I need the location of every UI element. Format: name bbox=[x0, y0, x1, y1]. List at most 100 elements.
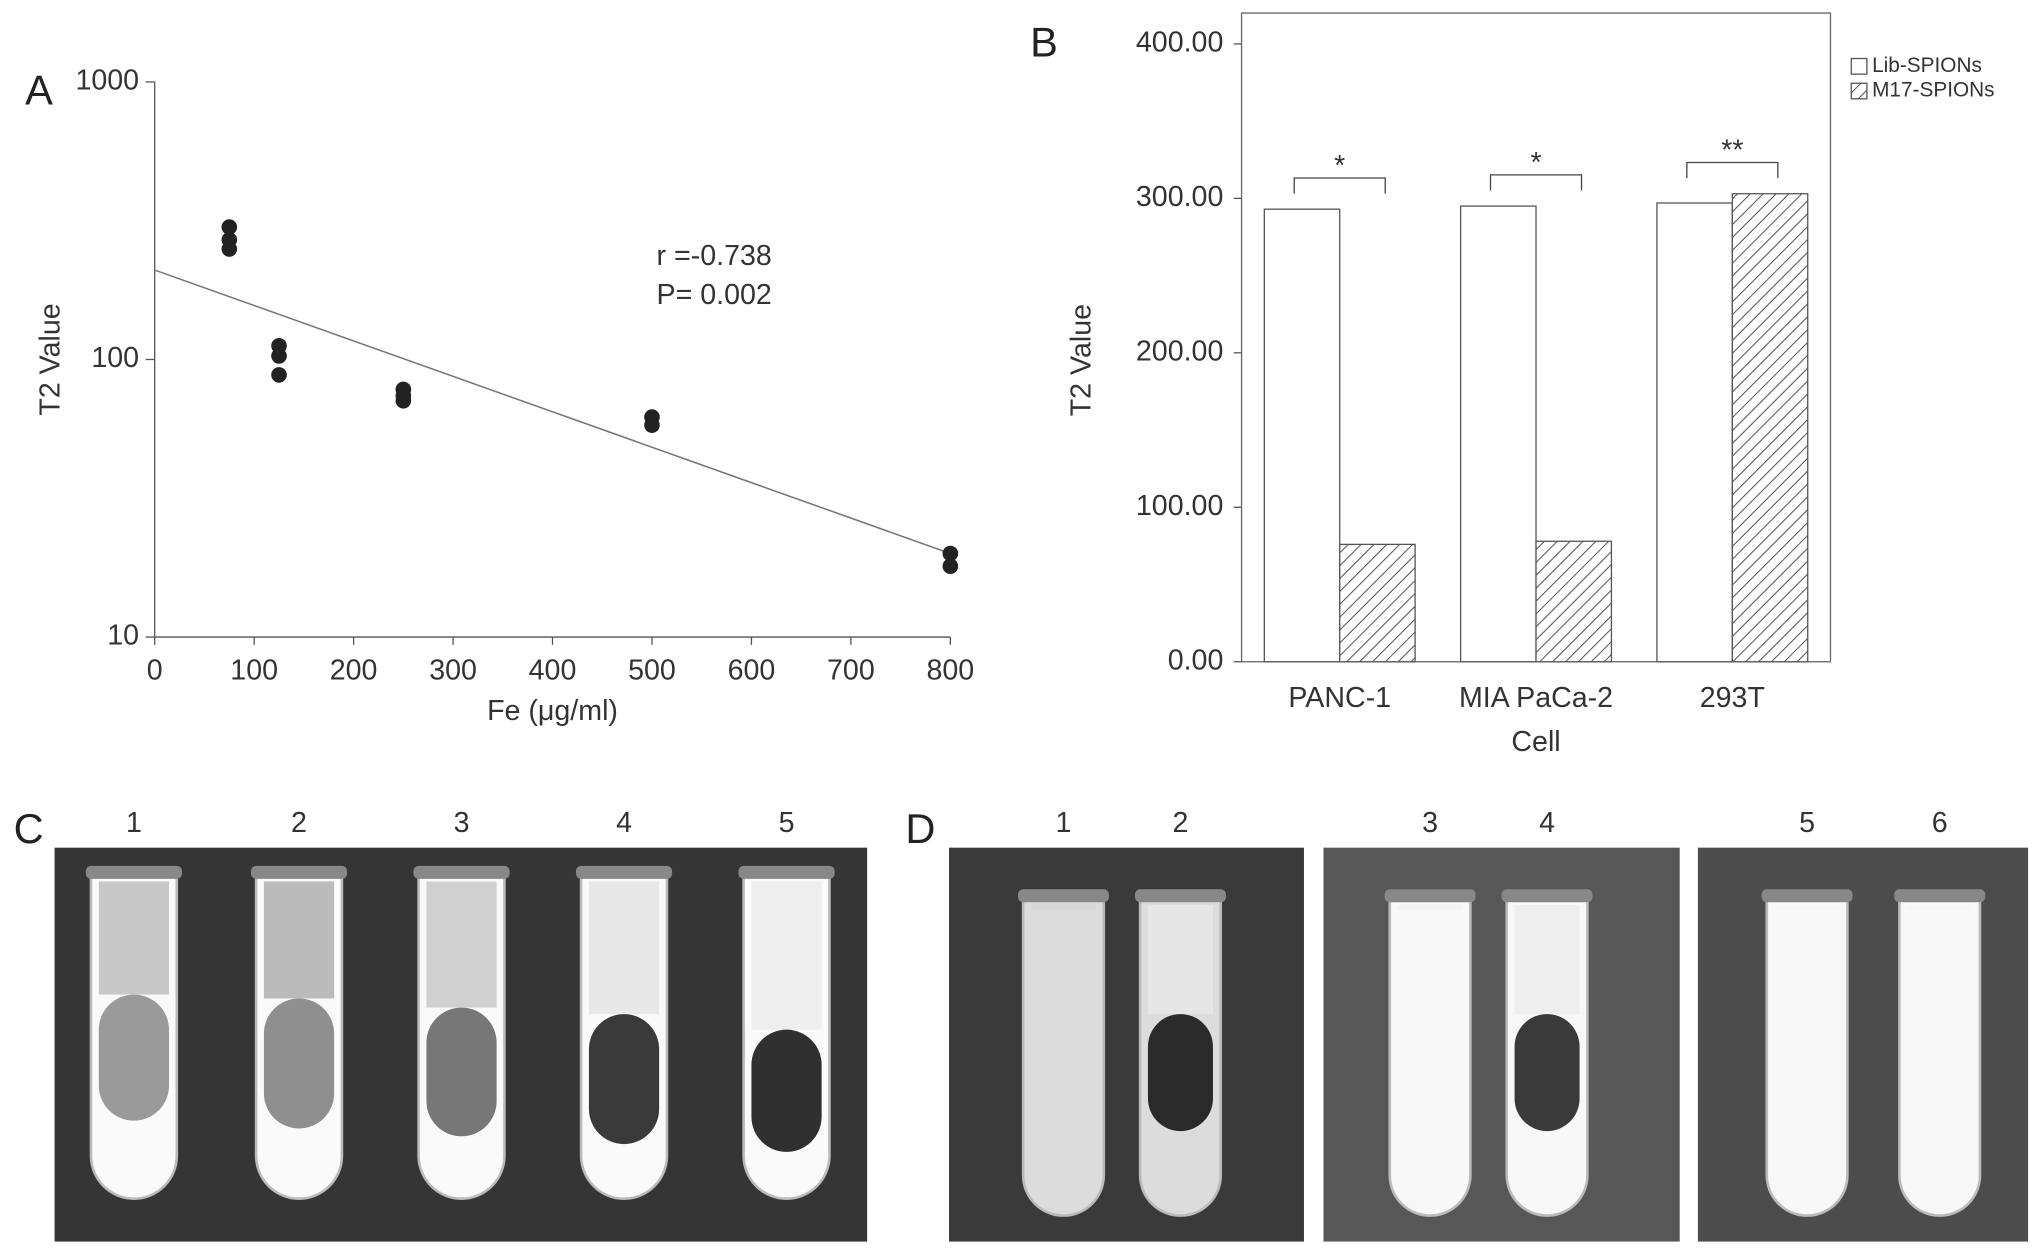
panel-label: A bbox=[25, 67, 53, 114]
tube-label: 2 bbox=[1173, 807, 1189, 839]
tube-upper bbox=[588, 881, 660, 1015]
tube-upper bbox=[98, 881, 170, 995]
fit-line bbox=[154, 269, 951, 555]
x-tick-label: 700 bbox=[827, 655, 875, 687]
tube-label: 2 bbox=[291, 807, 307, 839]
tube bbox=[1765, 895, 1849, 1217]
significance-bracket bbox=[1489, 174, 1583, 191]
tube-upper bbox=[751, 881, 822, 1030]
tube-label: 4 bbox=[616, 807, 632, 839]
tube-cap bbox=[1017, 889, 1109, 903]
tube-upper bbox=[1397, 904, 1463, 911]
point bbox=[395, 392, 412, 409]
y-tick-label: 300.00 bbox=[1136, 181, 1223, 213]
tube-label: 1 bbox=[126, 807, 142, 839]
panel-label: D bbox=[905, 805, 935, 852]
tube bbox=[1021, 895, 1106, 1217]
tube-contents bbox=[1147, 1014, 1213, 1132]
tube-contents bbox=[588, 1014, 660, 1145]
x-tick-label: 0 bbox=[147, 655, 163, 687]
y-axis-label: T2 Value bbox=[1066, 304, 1098, 416]
tube-contents bbox=[263, 998, 335, 1129]
tube-label: 5 bbox=[1799, 807, 1815, 839]
point bbox=[271, 367, 287, 383]
x-tick-label: 293T bbox=[1700, 682, 1765, 714]
tube-contents bbox=[98, 994, 170, 1121]
tube-cap bbox=[1761, 889, 1853, 903]
x-tick-label: 800 bbox=[926, 655, 974, 687]
significance-bracket bbox=[1293, 177, 1386, 194]
significance-label: * bbox=[1334, 150, 1345, 182]
annotation: r =-0.738 bbox=[657, 240, 772, 272]
tube-upper bbox=[426, 881, 497, 1008]
y-axis-label: T2 Value bbox=[35, 303, 67, 415]
tube-cap bbox=[85, 865, 183, 879]
bar bbox=[1339, 543, 1416, 663]
point bbox=[644, 417, 660, 433]
tube bbox=[1388, 895, 1472, 1217]
tube-label: 3 bbox=[454, 807, 470, 839]
bar bbox=[1459, 205, 1537, 663]
image-d2 bbox=[1323, 847, 1680, 1242]
y-tick-label: 100 bbox=[91, 342, 139, 374]
x-axis-label: Fe (μg/ml) bbox=[487, 695, 618, 727]
y-tick-label: 10 bbox=[107, 620, 139, 652]
tube-cap bbox=[575, 865, 673, 879]
point bbox=[942, 558, 959, 574]
tube-cap bbox=[738, 865, 835, 879]
x-tick-label: 200 bbox=[330, 655, 378, 687]
point bbox=[221, 219, 238, 235]
tube-upper bbox=[1030, 904, 1096, 911]
tube-label: 1 bbox=[1055, 807, 1071, 839]
tube-upper bbox=[263, 881, 335, 999]
legend-swatch bbox=[1850, 82, 1868, 100]
tube-upper bbox=[1907, 904, 1973, 911]
x-tick-label: 300 bbox=[429, 655, 477, 687]
tube-cap bbox=[1894, 889, 1986, 903]
tube-cap bbox=[250, 865, 348, 879]
point bbox=[942, 545, 959, 562]
tube-upper bbox=[1514, 904, 1580, 1015]
tube-contents bbox=[751, 1029, 822, 1152]
x-axis-label: Cell bbox=[1511, 726, 1560, 758]
bar bbox=[1535, 540, 1613, 663]
legend-label: M17-SPIONs bbox=[1872, 79, 1995, 102]
y-tick-label: 200.00 bbox=[1136, 335, 1223, 367]
image-d1 bbox=[949, 847, 1304, 1242]
x-tick-label: 500 bbox=[628, 655, 676, 687]
tube-contents bbox=[1514, 1014, 1580, 1132]
bar bbox=[1263, 208, 1341, 663]
significance-label: ** bbox=[1721, 135, 1743, 167]
bar bbox=[1656, 202, 1733, 663]
y-tick-label: 1000 bbox=[75, 64, 139, 96]
tube-upper bbox=[1774, 904, 1840, 911]
legend-swatch bbox=[1850, 57, 1868, 75]
tube-upper bbox=[1147, 904, 1213, 1015]
tube-cap bbox=[1501, 889, 1593, 903]
significance-bracket bbox=[1686, 161, 1779, 179]
x-tick-label: MIA PaCa-2 bbox=[1459, 682, 1613, 714]
panel-label: B bbox=[1030, 19, 1058, 66]
x-tick-label: 100 bbox=[230, 655, 278, 687]
point bbox=[271, 348, 287, 364]
tube-cap bbox=[413, 865, 510, 879]
tube-label: 4 bbox=[1539, 807, 1555, 839]
panel-label: C bbox=[14, 805, 44, 852]
tube bbox=[1898, 895, 1982, 1217]
annotation: P= 0.002 bbox=[657, 279, 772, 311]
tube-cap bbox=[1384, 889, 1476, 903]
y-tick-label: 400.00 bbox=[1136, 26, 1223, 58]
tube-contents bbox=[426, 1007, 497, 1137]
significance-label: * bbox=[1530, 147, 1541, 179]
legend-label: Lib-SPIONs bbox=[1872, 54, 1982, 77]
y-tick-label: 0.00 bbox=[1168, 644, 1224, 676]
x-tick-label: 600 bbox=[728, 655, 776, 687]
x-tick-label: PANC-1 bbox=[1288, 682, 1391, 714]
tube-cap bbox=[1134, 889, 1226, 903]
x-tick-label: 400 bbox=[529, 655, 577, 687]
point bbox=[221, 241, 238, 257]
y-tick-label: 100.00 bbox=[1136, 490, 1223, 522]
tube-label: 3 bbox=[1422, 807, 1438, 839]
